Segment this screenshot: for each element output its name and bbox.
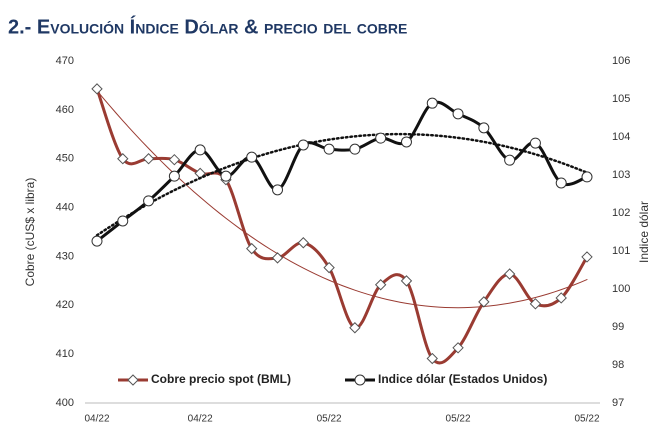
point (194, 144, 206, 156)
point (400, 136, 412, 148)
y-tick-label: 420 (56, 299, 74, 311)
y2-tick-label: 97 (612, 397, 624, 409)
y-tick-label: 470 (56, 55, 74, 67)
point (143, 195, 155, 207)
y-tick-label: 440 (56, 201, 74, 213)
point (297, 237, 310, 249)
point (581, 171, 593, 183)
y2-axis-title: Indice dólar (637, 201, 651, 263)
x-tick-label: 05/22 (574, 414, 599, 425)
series-line (96, 100, 588, 243)
point (555, 292, 567, 304)
point (478, 296, 490, 308)
point (168, 170, 180, 182)
y-tick-label: 400 (56, 397, 74, 409)
point (478, 122, 490, 134)
y2-tick-label: 103 (612, 169, 630, 181)
point (555, 177, 567, 189)
y2-tick-label: 102 (612, 207, 630, 219)
x-tick-label: 05/22 (317, 414, 342, 425)
y-tick-label: 450 (56, 153, 74, 165)
x-tick-label: 04/22 (84, 414, 109, 425)
point (142, 153, 155, 165)
point (272, 184, 284, 196)
point (117, 153, 129, 165)
x-tick-label: 05/22 (446, 414, 471, 425)
y-tick-label: 430 (56, 250, 74, 262)
point (581, 251, 593, 263)
legend-label: Cobre precio spot (BML) (151, 372, 291, 386)
legend-marker (354, 374, 366, 386)
point (349, 322, 361, 334)
point (452, 342, 464, 354)
y2-tick-label: 105 (612, 93, 630, 105)
point (529, 298, 542, 310)
y-tick-label: 460 (56, 104, 74, 116)
y-axis-title: Cobre (cUS$ x libra) (23, 178, 37, 287)
y2-tick-label: 100 (612, 283, 630, 295)
point (504, 154, 516, 166)
trendline (95, 132, 589, 237)
point (91, 235, 103, 247)
legend-marker (127, 374, 139, 386)
y2-tick-label: 98 (612, 359, 624, 371)
chart-title: 2.- Evolución Índice Dólar & precio del … (8, 15, 407, 38)
point (117, 215, 129, 227)
x-tick-label: 04/22 (188, 414, 213, 425)
point (503, 268, 516, 280)
legend-label: Indice dólar (Estados Unidos) (378, 372, 547, 386)
y2-tick-label: 101 (612, 245, 630, 257)
y2-tick-label: 99 (612, 321, 624, 333)
point (323, 143, 335, 155)
point (323, 261, 335, 274)
point (220, 170, 232, 182)
point (246, 151, 258, 163)
point (375, 132, 387, 144)
point (426, 352, 438, 365)
point (297, 139, 309, 151)
point (168, 153, 181, 166)
point (349, 143, 361, 155)
point (426, 97, 438, 109)
y-tick-label: 410 (56, 348, 74, 360)
point (271, 252, 284, 264)
y2-tick-label: 104 (612, 131, 630, 143)
y2-tick-label: 106 (612, 55, 630, 67)
point (91, 83, 103, 95)
point (400, 275, 413, 287)
point (246, 242, 258, 255)
point (374, 279, 387, 291)
point (452, 108, 464, 120)
point (529, 137, 541, 149)
series-line (95, 88, 589, 365)
